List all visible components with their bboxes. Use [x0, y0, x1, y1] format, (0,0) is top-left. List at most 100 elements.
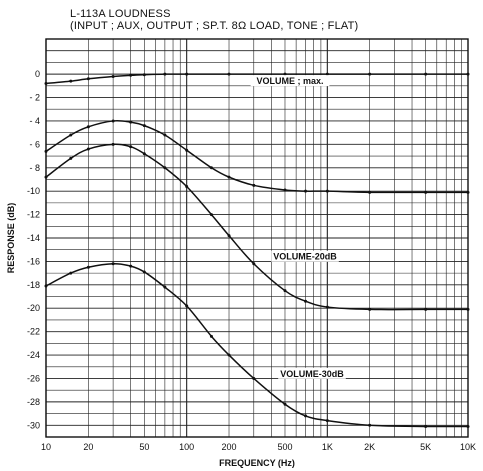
data-point: [86, 265, 90, 269]
data-point: [86, 125, 90, 129]
x-tick-label: 200: [221, 442, 236, 452]
data-point: [111, 74, 115, 78]
x-tick-label: 10: [41, 442, 51, 452]
data-point: [69, 156, 73, 160]
y-tick-label: -26: [27, 373, 40, 383]
series-labels: VOLUME ; max. VOLUME-20dB VOLUME-30dB: [250, 75, 346, 379]
data-point: [252, 262, 256, 266]
data-point: [129, 145, 133, 149]
data-point: [325, 189, 329, 193]
y-tick-label: -10: [27, 186, 40, 196]
data-point: [142, 124, 146, 128]
y-tick-label: -30: [27, 420, 40, 430]
data-point: [424, 190, 428, 194]
y-tick-label: -22: [27, 327, 40, 337]
x-tick-label: 100: [179, 442, 194, 452]
data-point: [252, 376, 256, 380]
data-point: [163, 133, 167, 137]
data-point: [283, 289, 287, 293]
data-point: [142, 270, 146, 274]
data-point: [227, 72, 231, 76]
data-point: [424, 72, 428, 76]
y-tick-label: -18: [27, 280, 40, 290]
data-point: [44, 81, 48, 85]
data-point: [283, 188, 287, 192]
data-point: [163, 285, 167, 289]
x-axis-label: FREQUENCY (Hz): [219, 458, 295, 468]
grid: [45, 38, 468, 438]
data-point: [368, 423, 372, 427]
y-tick-label: - 8: [29, 163, 40, 173]
chart-title: L-113A LOUDNESS: [70, 8, 171, 20]
y-tick-label: 0: [35, 69, 40, 79]
data-point: [163, 72, 167, 76]
data-point: [304, 414, 308, 418]
data-point: [209, 213, 213, 217]
data-point: [368, 72, 372, 76]
y-tick-label: -16: [27, 256, 40, 266]
data-point: [424, 424, 428, 428]
series-label: VOLUME-30dB: [280, 369, 344, 379]
data-point: [424, 307, 428, 311]
data-point: [111, 262, 115, 266]
data-point: [227, 234, 231, 238]
data-point: [209, 334, 213, 338]
x-tick-label: 50: [139, 442, 149, 452]
x-tick-label: 5K: [420, 442, 431, 452]
x-tick-label: 500: [277, 442, 292, 452]
data-point: [466, 424, 470, 428]
data-point: [466, 307, 470, 311]
data-point: [86, 77, 90, 81]
data-point: [466, 72, 470, 76]
data-point: [325, 305, 329, 309]
y-tick-label: - 6: [29, 139, 40, 149]
data-point: [69, 271, 73, 275]
x-tick-labels: 10 20 50 100 200 500 1K 2K 5K 10K: [41, 442, 476, 452]
data-point: [185, 304, 189, 308]
data-point: [368, 307, 372, 311]
data-point: [111, 119, 115, 123]
chart-subtitle: (INPUT ; AUX, OUTPUT ; SP.T. 8Ω LOAD, TO…: [70, 20, 359, 32]
series-label-bg: [271, 250, 339, 262]
data-point: [283, 402, 287, 406]
data-point: [227, 175, 231, 179]
data-point: [325, 72, 329, 76]
y-tick-label: -24: [27, 350, 40, 360]
x-tick-label: 2K: [364, 442, 375, 452]
data-point: [142, 73, 146, 77]
data-point: [129, 73, 133, 77]
series-label-bg: [250, 75, 330, 87]
data-point: [44, 284, 48, 288]
data-point: [304, 189, 308, 193]
y-tick-label: - 4: [29, 116, 40, 126]
data-point: [86, 147, 90, 151]
y-tick-label: -20: [27, 303, 40, 313]
data-point: [252, 183, 256, 187]
data-point: [325, 419, 329, 423]
data-point: [69, 133, 73, 137]
data-point: [227, 353, 231, 357]
data-point: [44, 175, 48, 179]
data-point: [129, 120, 133, 124]
data-point: [185, 184, 189, 188]
data-point: [163, 166, 167, 170]
series-line-0: [45, 73, 468, 85]
x-tick-label: 20: [83, 442, 93, 452]
data-point: [111, 142, 115, 146]
series-label: VOLUME-20dB: [273, 252, 337, 262]
plot-frame: [45, 38, 469, 438]
data-point: [466, 190, 470, 194]
y-tick-label: -28: [27, 397, 40, 407]
data-point: [129, 264, 133, 268]
data-point: [283, 72, 287, 76]
data-point: [44, 149, 48, 153]
data-point: [185, 72, 189, 76]
data-point: [142, 152, 146, 156]
y-tick-label: - 2: [29, 93, 40, 103]
series-line-1: [45, 119, 468, 194]
y-axis-label: RESPONSE (dB): [6, 203, 16, 274]
data-point: [368, 190, 372, 194]
data-point: [185, 148, 189, 152]
x-tick-label: 1K: [322, 442, 333, 452]
